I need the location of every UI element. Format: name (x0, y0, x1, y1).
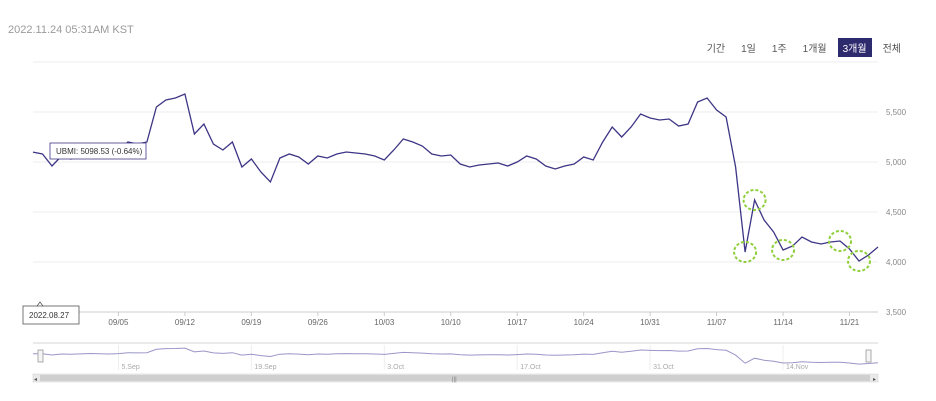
highlight-circle (828, 230, 853, 252)
timestamp: 2022.11.24 05:31AM KST (8, 24, 134, 36)
scroll-right-icon[interactable]: ▸ (873, 377, 876, 383)
range-1w-button[interactable]: 1주 (771, 44, 787, 55)
x-axis-tooltip-text: 2022.08.27 (29, 311, 70, 320)
navigator-label: 14.Nov (786, 364, 809, 371)
ubmi-series-line (32, 93, 879, 262)
y-tick-label: 5,000 (886, 158, 907, 167)
navigator-label: 3.Oct (387, 364, 404, 371)
navigator-line (32, 347, 879, 365)
scroll-left-icon[interactable]: ◂ (34, 377, 37, 383)
y-tick-label: 3,500 (886, 308, 907, 317)
x-axis-tooltip: 2022.08.27 (22, 301, 80, 325)
x-tick-label: 10/03 (374, 318, 395, 327)
series-line (32, 93, 879, 262)
highlight-circle (742, 189, 767, 211)
navigator[interactable]: 5.Sep 19.Sep 3.Oct 17.Oct 31.Oct 14.Nov ◂ ▸ |… (32, 342, 879, 383)
navigator-scrollbar-thumb[interactable] (40, 375, 870, 381)
navigator-label: 19.Sep (254, 364, 276, 371)
x-tick-label: 10/31 (640, 318, 661, 327)
y-tick-label: 5,500 (886, 108, 907, 117)
x-tick-label: 10/10 (441, 318, 462, 327)
navigator-right-handle[interactable] (865, 349, 872, 363)
navigator-label: 5.Sep (121, 364, 139, 371)
highlight-circle (847, 250, 872, 272)
scroll-grip-icon: ||| (452, 377, 457, 383)
range-label: 기간 (706, 44, 726, 55)
range-selector: 기간 1일 1주 1개월 3개월 전체 (702, 38, 906, 57)
highlight-circles (733, 189, 872, 272)
x-tick-label: 10/24 (574, 318, 595, 327)
range-1d-button[interactable]: 1일 (741, 44, 756, 55)
y-axis-ticks: 5,500 5,000 4,500 4,000 3,500 (886, 108, 907, 317)
navigator-label: 17.Oct (520, 364, 541, 371)
navigator-label: 31.Oct (653, 364, 674, 371)
navigator-labels: 5.Sep 19.Sep 3.Oct 17.Oct 31.Oct 14.Nov (117, 345, 809, 371)
grid-lines (33, 61, 878, 313)
x-tick-label: 09/26 (308, 318, 329, 327)
x-tick-label: 09/12 (175, 318, 196, 327)
x-tick-label: 09/19 (241, 318, 262, 327)
highlight-circle (733, 241, 758, 263)
x-tick-label: 09/05 (108, 318, 129, 327)
highlight-circle (771, 239, 796, 261)
y-tick-label: 4,000 (886, 258, 907, 267)
value-tooltip: UBMI: 5098.53 (-0.64%) (49, 142, 147, 160)
y-tick-label: 4,500 (886, 208, 907, 217)
x-tick-label: 11/07 (707, 318, 727, 327)
range-1m-button[interactable]: 1개월 (802, 44, 827, 55)
x-tick-label: 11/21 (840, 318, 860, 327)
x-tick-label: 11/14 (773, 318, 793, 327)
value-tooltip-text: UBMI: 5098.53 (-0.64%) (56, 147, 143, 156)
range-3m-button[interactable]: 3개월 (837, 38, 872, 57)
navigator-left-handle[interactable] (37, 349, 44, 363)
x-axis-ticks: 09/05 09/12 09/19 09/26 10/03 10/10 10/17 10/24… (108, 312, 860, 327)
range-all-button[interactable]: 전체 (882, 44, 901, 55)
x-tick-label: 10/17 (507, 318, 528, 327)
